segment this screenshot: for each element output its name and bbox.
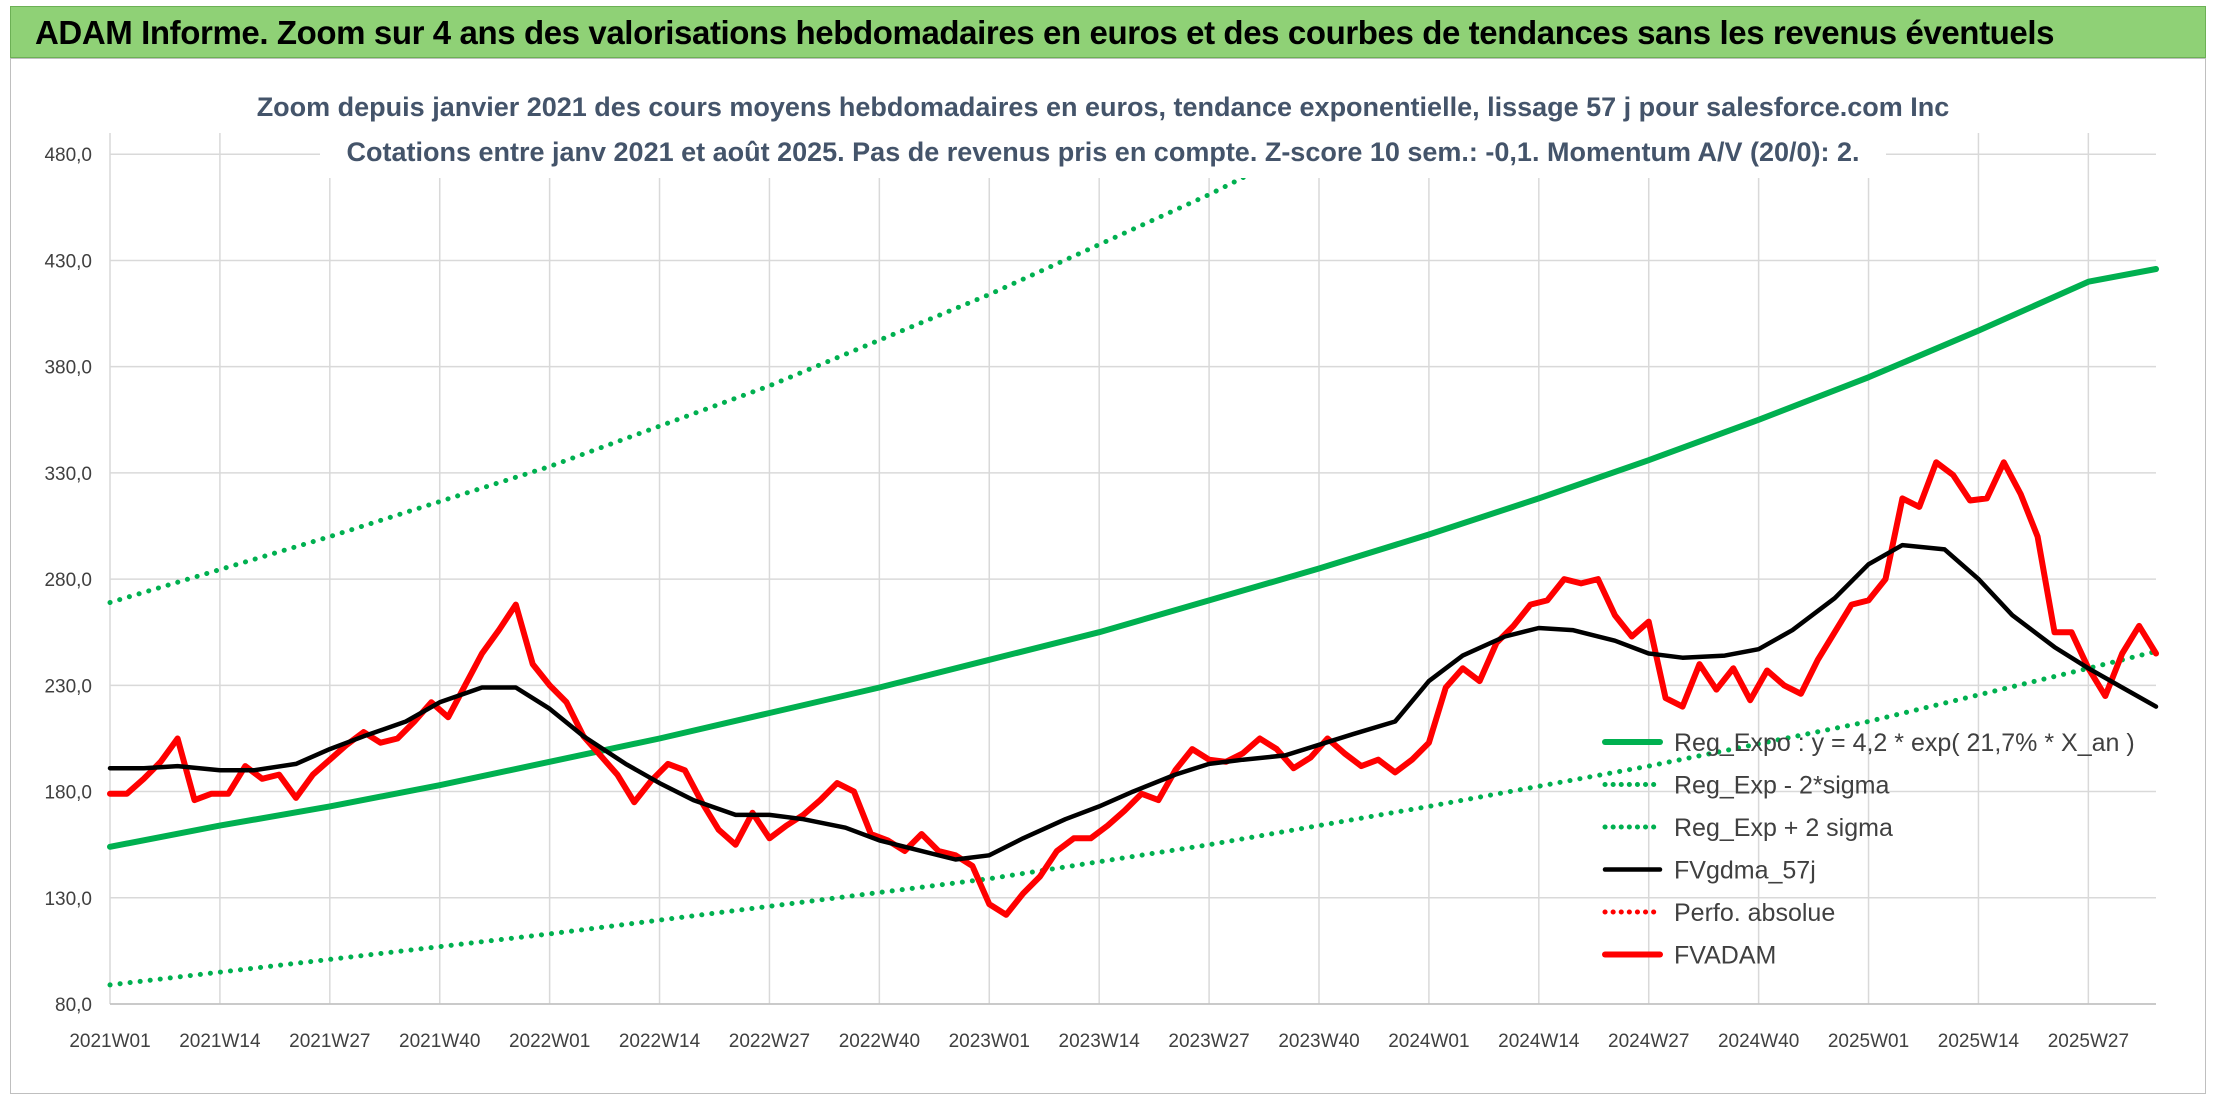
- x-tick-label: 2025W14: [1938, 1031, 2020, 1052]
- gridlines: [109, 133, 2156, 1005]
- y-tick-label: 180,0: [44, 783, 92, 804]
- report-title: ADAM Informe. Zoom sur 4 ans des valoris…: [35, 14, 2055, 51]
- legend: Reg_Expo : y = 4,2 * exp( 21,7% * X_an )…: [1602, 729, 2135, 970]
- chart-title-line1: Zoom depuis janvier 2021 des cours moyen…: [257, 92, 1950, 122]
- legend-label: FVgdma_57j: [1674, 857, 1816, 885]
- x-tick-label: 2024W40: [1718, 1031, 1799, 1052]
- x-tick-label: 2021W40: [399, 1031, 480, 1052]
- series-line-3: [107, 542, 2159, 862]
- y-tick-label: 330,0: [44, 464, 92, 485]
- report-header: ADAM Informe. Zoom sur 4 ans des valoris…: [10, 6, 2206, 58]
- y-tick-label: 430,0: [44, 251, 92, 272]
- x-tick-label: 2024W27: [1608, 1031, 1689, 1052]
- x-tick-label: 2022W40: [839, 1031, 920, 1052]
- x-tick-label: 2022W01: [509, 1031, 590, 1052]
- x-tick-label: 2021W01: [69, 1031, 150, 1052]
- y-tick-label: 230,0: [44, 676, 92, 697]
- y-tick-label: 380,0: [44, 358, 92, 379]
- subtitle-backdrop: [320, 82, 1886, 178]
- legend-label: Reg_Exp + 2 sigma: [1674, 814, 1893, 842]
- x-axis-ticks: 2021W01 2021W14 2021W27 2021W40 2022W01 2022W…: [69, 1031, 2129, 1052]
- x-tick-label: 2023W01: [949, 1031, 1030, 1052]
- chart-title-line2: Cotations entre janv 2021 et août 2025. …: [346, 137, 1859, 167]
- legend-label: Reg_Expo : y = 4,2 * exp( 21,7% * X_an ): [1674, 729, 2135, 757]
- x-tick-label: 2025W27: [2048, 1031, 2129, 1052]
- series-layer: [107, 127, 2159, 988]
- x-tick-label: 2023W40: [1278, 1031, 1359, 1052]
- x-tick-label: 2021W14: [179, 1031, 261, 1052]
- y-axis-ticks: 80,0 130,0 180,0 230,0 280,0 330,0 380,0 430,0 4…: [44, 145, 92, 1016]
- x-tick-label: 2024W14: [1498, 1031, 1580, 1052]
- legend-label: Perfo. absolue: [1674, 899, 1835, 927]
- y-tick-label: 280,0: [44, 570, 92, 591]
- series-line-2: [107, 127, 1353, 605]
- x-tick-label: 2023W14: [1059, 1031, 1141, 1052]
- y-tick-label: 80,0: [55, 995, 92, 1016]
- x-tick-label: 2023W27: [1168, 1031, 1249, 1052]
- chart-panel: [10, 58, 2206, 1094]
- x-tick-label: 2021W27: [289, 1031, 370, 1052]
- x-tick-label: 2022W14: [619, 1031, 701, 1052]
- series-line-5: [107, 459, 2159, 918]
- y-tick-label: 480,0: [44, 145, 92, 166]
- legend-label: FVADAM: [1674, 942, 1776, 970]
- x-tick-label: 2024W01: [1388, 1031, 1469, 1052]
- x-tick-label: 2025W01: [1828, 1031, 1909, 1052]
- y-tick-label: 130,0: [44, 889, 92, 910]
- series-line-0: [107, 266, 2159, 850]
- legend-label: Reg_Exp - 2*sigma: [1674, 772, 1889, 800]
- x-tick-label: 2022W27: [729, 1031, 810, 1052]
